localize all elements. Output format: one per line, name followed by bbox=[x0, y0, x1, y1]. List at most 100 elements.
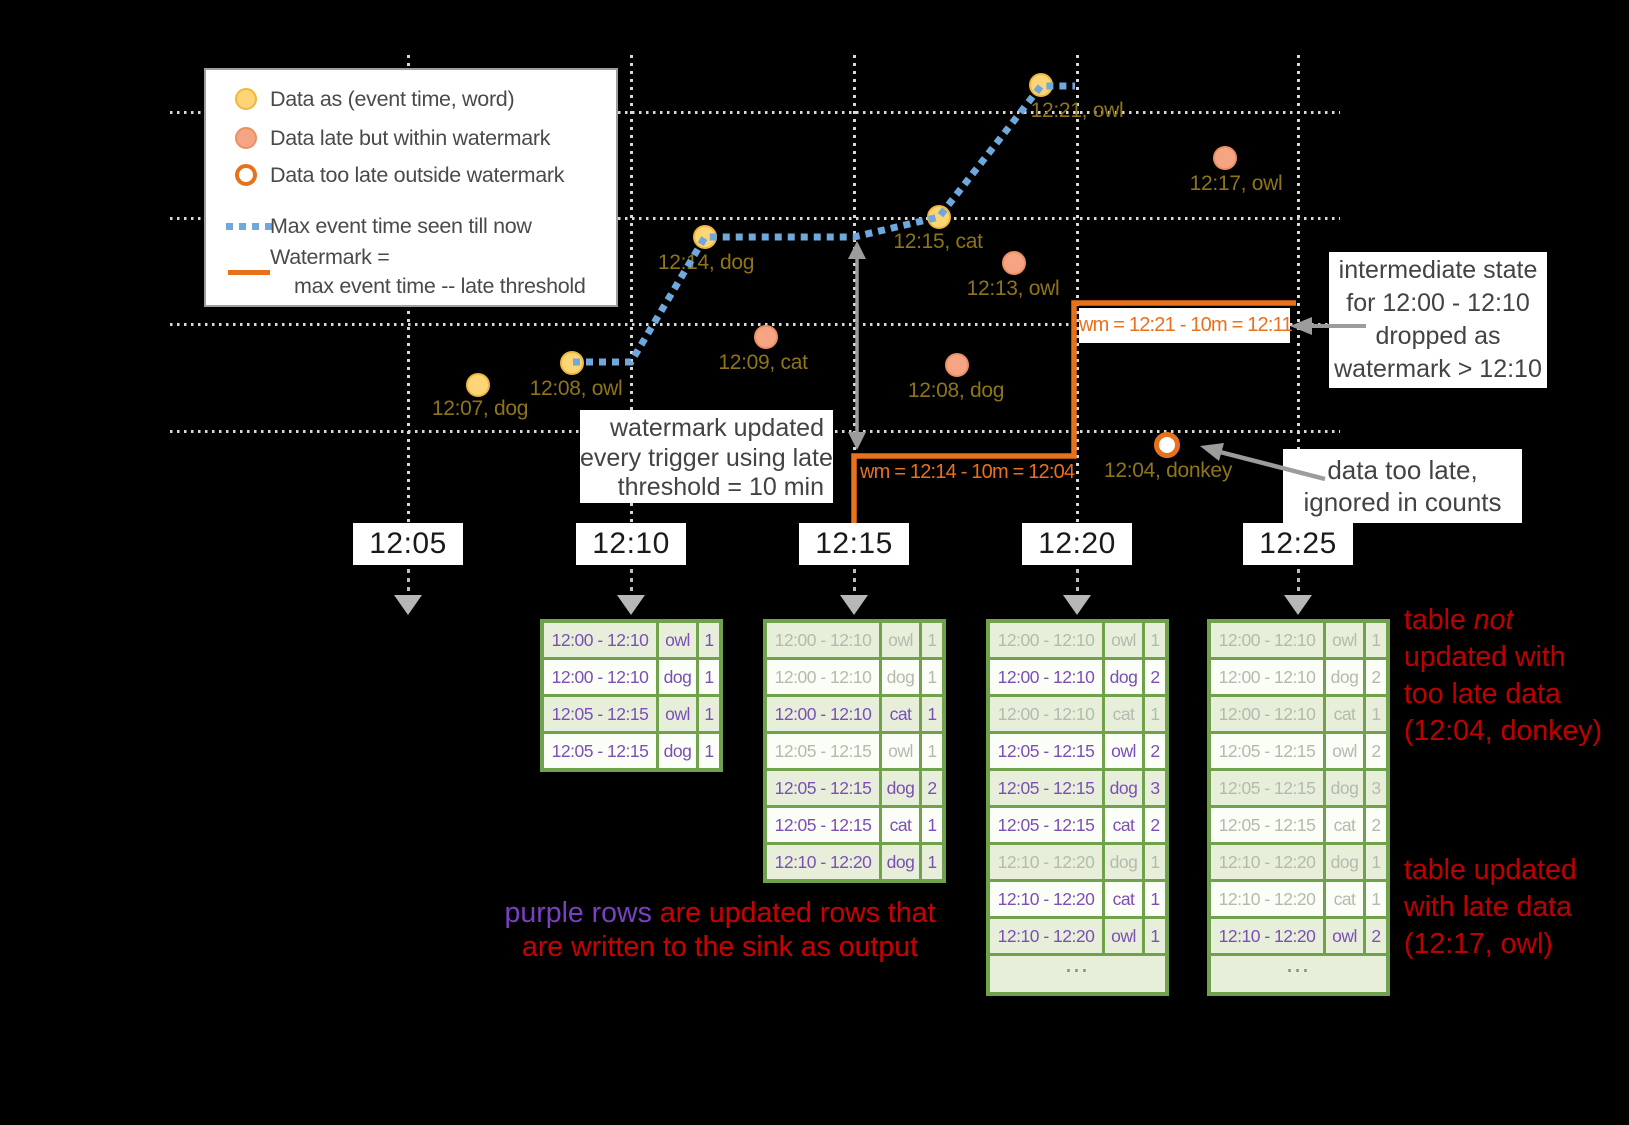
note-line: (12:17, owl) bbox=[1404, 928, 1553, 960]
ontime-point-icon bbox=[235, 88, 257, 110]
callout-line: watermark > 12:10 bbox=[1334, 355, 1542, 383]
window-cell: 12:05 - 12:15 bbox=[1211, 771, 1323, 805]
word-cell: dog bbox=[882, 845, 919, 879]
window-cell: 12:05 - 12:15 bbox=[1211, 734, 1323, 768]
note-line: with late data bbox=[1404, 891, 1572, 923]
table-row: 12:05 - 12:15 cat 1 bbox=[767, 808, 942, 842]
trigger-arrowhead bbox=[840, 595, 868, 615]
window-cell: 12:05 - 12:15 bbox=[544, 697, 656, 731]
word-cell: owl bbox=[1326, 919, 1363, 953]
count-cell: 1 bbox=[922, 734, 942, 768]
callout-intermediate-state: intermediate state for 12:00 - 12:10 dro… bbox=[1329, 252, 1547, 388]
time-tick-stub bbox=[1076, 569, 1079, 593]
count-cell: 2 bbox=[1366, 808, 1386, 842]
trigger-arrowhead bbox=[617, 595, 645, 615]
note-line: (12:04, donkey) bbox=[1404, 715, 1603, 747]
count-cell: 3 bbox=[1145, 771, 1165, 805]
callout-line: intermediate state bbox=[1338, 256, 1538, 284]
word-cell: dog bbox=[1326, 771, 1363, 805]
word-cell: dog bbox=[1326, 845, 1363, 879]
point-12-08-owl bbox=[560, 351, 584, 375]
legend-item-watermark-formula: max event time -- late threshold bbox=[294, 274, 586, 298]
window-cell: 12:05 - 12:15 bbox=[990, 771, 1102, 805]
callout-line: every trigger using late bbox=[580, 443, 833, 472]
count-cell: 1 bbox=[699, 697, 719, 731]
table-row: 12:05 - 12:15 dog 3 bbox=[1211, 771, 1386, 805]
window-cell: 12:05 - 12:15 bbox=[767, 808, 879, 842]
window-cell: 12:00 - 12:10 bbox=[767, 660, 879, 694]
watermark-line-icon bbox=[228, 270, 270, 275]
legend-item-toolate: Data too late outside watermark bbox=[270, 163, 565, 187]
time-tick-stub bbox=[407, 569, 410, 593]
window-cell: 12:00 - 12:10 bbox=[990, 623, 1102, 657]
time-tick-stub bbox=[853, 569, 856, 593]
word-cell: owl bbox=[1105, 919, 1142, 953]
purple-rows-highlight: purple rows bbox=[504, 897, 652, 929]
window-cell: 12:05 - 12:15 bbox=[544, 734, 656, 768]
table-row: 12:00 - 12:10 cat 1 bbox=[990, 697, 1165, 731]
note-purple-rows: purple rows are updated rows that are wr… bbox=[420, 896, 1020, 964]
count-cell: 1 bbox=[1366, 623, 1386, 657]
point-label: 12:07, dog bbox=[431, 397, 529, 420]
count-cell: 1 bbox=[922, 660, 942, 694]
point-12-13-owl bbox=[1002, 251, 1026, 275]
window-cell: 12:00 - 12:10 bbox=[767, 623, 879, 657]
table-row: 12:00 - 12:10 cat 1 bbox=[1211, 697, 1386, 731]
count-cell: 2 bbox=[1366, 734, 1386, 768]
window-cell: 12:00 - 12:10 bbox=[990, 660, 1102, 694]
window-cell: 12:00 - 12:10 bbox=[990, 697, 1102, 731]
note-line: updated with bbox=[1404, 641, 1566, 673]
callout-line: threshold = 10 min bbox=[617, 473, 824, 501]
table-row: 12:10 - 12:20 cat 1 bbox=[990, 882, 1165, 916]
legend-item-watermark: Watermark = bbox=[270, 245, 390, 269]
point-label: 12:09, cat bbox=[718, 351, 808, 374]
note-table-updated: table updated with late data (12:17, owl… bbox=[1404, 852, 1577, 963]
word-cell: cat bbox=[1105, 882, 1142, 916]
window-cell: 12:10 - 12:20 bbox=[1211, 919, 1323, 953]
note-text: are updated rows that bbox=[651, 897, 936, 929]
vertical-gridline-12:25 bbox=[1297, 55, 1300, 524]
result-table-12:25: 12:00 - 12:10 owl 1 12:00 - 12:10 dog 2 12:00 … bbox=[1207, 619, 1390, 996]
trigger-arrowhead bbox=[394, 595, 422, 615]
table-row: 12:05 - 12:15 cat 2 bbox=[990, 808, 1165, 842]
note-line: table updated bbox=[1404, 854, 1577, 886]
vertical-gridline-12:20 bbox=[1076, 55, 1079, 524]
table-row: 12:00 - 12:10 dog 1 bbox=[544, 660, 719, 694]
more-rows-ellipsis: ⋯ bbox=[1211, 956, 1386, 992]
legend: Data as (event time, word) Data late but… bbox=[204, 68, 618, 307]
window-cell: 12:05 - 12:15 bbox=[1211, 808, 1323, 842]
table-row: 12:10 - 12:20 owl 1 bbox=[990, 919, 1165, 953]
count-cell: 2 bbox=[922, 771, 942, 805]
word-cell: cat bbox=[1105, 808, 1142, 842]
count-cell: 1 bbox=[1145, 882, 1165, 916]
legend-item-ontime: Data as (event time, word) bbox=[270, 87, 515, 111]
word-cell: cat bbox=[882, 808, 919, 842]
late-point-icon bbox=[235, 127, 257, 149]
count-cell: 1 bbox=[699, 734, 719, 768]
word-cell: owl bbox=[659, 697, 696, 731]
window-cell: 12:05 - 12:15 bbox=[990, 808, 1102, 842]
note-line: purple rows are updated rows that bbox=[420, 896, 1020, 930]
time-tick-12:05: 12:05 bbox=[353, 523, 463, 565]
time-tick-12:15: 12:15 bbox=[799, 523, 909, 565]
table-row: 12:00 - 12:10 owl 1 bbox=[544, 623, 719, 657]
word-cell: owl bbox=[659, 623, 696, 657]
result-table-12:20: 12:00 - 12:10 owl 1 12:00 - 12:10 dog 2 12:00 … bbox=[986, 619, 1169, 996]
word-cell: cat bbox=[882, 697, 919, 731]
time-tick-12:25: 12:25 bbox=[1243, 523, 1353, 565]
point-label: 12:08, owl bbox=[529, 377, 623, 400]
time-tick-stub bbox=[1297, 569, 1300, 593]
count-cell: 1 bbox=[1366, 845, 1386, 879]
table-row: 12:05 - 12:15 owl 2 bbox=[1211, 734, 1386, 768]
table-row: 12:05 - 12:15 dog 1 bbox=[544, 734, 719, 768]
result-table-12:15: 12:00 - 12:10 owl 1 12:00 - 12:10 dog 1 12:00 … bbox=[763, 619, 946, 883]
count-cell: 1 bbox=[1145, 697, 1165, 731]
count-cell: 1 bbox=[699, 660, 719, 694]
callout-line: data too late, bbox=[1327, 455, 1478, 485]
table-row: 12:00 - 12:10 owl 1 bbox=[1211, 623, 1386, 657]
point-label: 12:08, dog bbox=[907, 379, 1005, 402]
note-line: are written to the sink as output bbox=[521, 931, 919, 963]
time-tick-12:20: 12:20 bbox=[1022, 523, 1132, 565]
count-cell: 2 bbox=[1366, 660, 1386, 694]
word-cell: dog bbox=[659, 660, 696, 694]
